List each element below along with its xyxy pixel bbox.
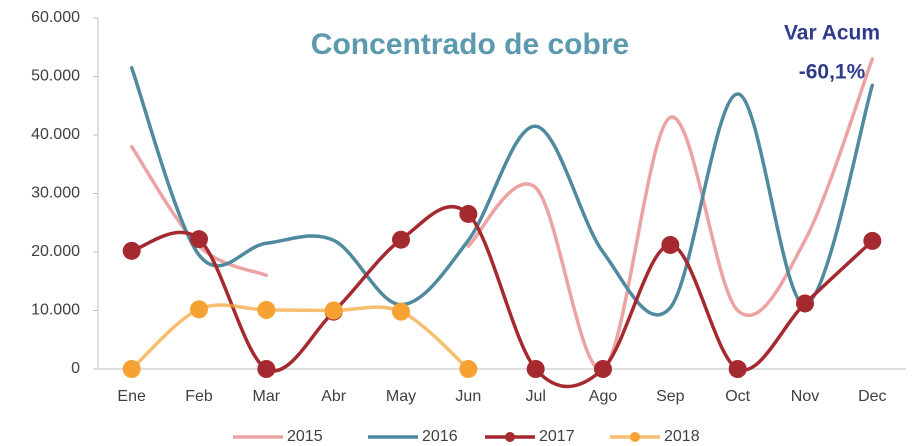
point — [661, 235, 680, 254]
annotation: Var Acum — [784, 22, 880, 45]
y-tick-label: 50.000 — [31, 68, 80, 85]
x-tick-label: Nov — [791, 388, 819, 405]
point — [796, 294, 814, 313]
legend-label: 2017 — [539, 428, 575, 445]
x-tick-label: Abr — [321, 388, 347, 405]
y-tick-label: 30.000 — [31, 185, 80, 202]
legend-marker — [505, 432, 515, 442]
x-tick-label: Jun — [455, 388, 481, 405]
x-tick-label: Sep — [656, 388, 685, 405]
point — [392, 230, 410, 249]
x-tick-label: Oct — [725, 388, 750, 405]
series-line — [129, 57, 875, 371]
point — [459, 360, 478, 378]
point — [728, 360, 747, 378]
point — [594, 360, 612, 378]
y-tick-label: 60.000 — [31, 9, 80, 26]
y-tick-label: 0 — [71, 360, 80, 377]
point — [257, 300, 276, 319]
series-line — [129, 205, 875, 389]
series-line — [129, 65, 875, 317]
point — [392, 302, 410, 321]
y-tick-label: 40.000 — [31, 126, 80, 143]
point — [257, 360, 276, 378]
x-tick-label: Mar — [253, 388, 281, 405]
point — [324, 301, 343, 320]
legend-label: 2018 — [664, 428, 700, 445]
y-tick-label: 10.000 — [31, 302, 80, 319]
point — [122, 360, 141, 378]
point — [190, 230, 208, 249]
point — [190, 300, 208, 319]
x-tick-label: Ene — [117, 388, 146, 405]
point — [122, 241, 141, 260]
point — [459, 204, 478, 223]
point — [863, 231, 882, 250]
x-tick-label: May — [386, 388, 416, 405]
legend-label: 2015 — [287, 428, 323, 445]
x-tick-label: Dec — [858, 388, 886, 405]
series-line — [129, 303, 471, 371]
x-tick-label: Feb — [185, 388, 213, 405]
y-tick-label: 20.000 — [31, 243, 80, 260]
legend-label: 2016 — [422, 428, 458, 445]
chart-title: Concentrado de cobre — [311, 28, 629, 61]
annotation: -60,1% — [799, 61, 866, 84]
legend-marker — [630, 432, 640, 442]
point — [526, 360, 545, 378]
x-tick-label: Ago — [589, 388, 618, 405]
x-tick-label: Jul — [525, 388, 545, 405]
